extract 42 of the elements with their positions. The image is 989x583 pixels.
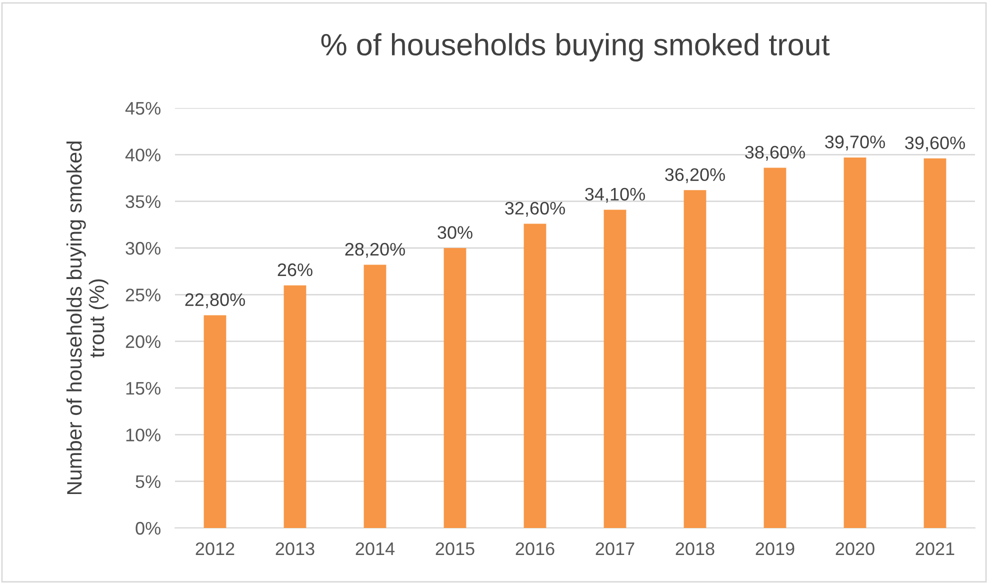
bar <box>924 158 946 528</box>
x-tick-label: 2016 <box>516 542 554 556</box>
bar <box>604 210 626 528</box>
bar <box>684 190 706 528</box>
x-tick-label: 2012 <box>196 542 234 556</box>
bar <box>204 315 226 528</box>
data-label: 26% <box>278 263 312 276</box>
data-label: 30% <box>438 226 472 239</box>
x-tick-label: 2017 <box>596 542 634 556</box>
data-label: 28,20% <box>345 242 405 258</box>
data-label: 36,20% <box>665 168 725 184</box>
y-tick-label: 45% <box>125 102 160 115</box>
bar <box>284 285 306 528</box>
y-tick-label: 15% <box>126 382 160 395</box>
y-tick-label: 5% <box>136 475 160 488</box>
x-tick-label: 2014 <box>356 542 395 556</box>
chart-title: % of households buying smoked trout <box>321 33 830 62</box>
y-tick-label: 35% <box>126 195 160 208</box>
y-tick-label: 30% <box>126 242 160 255</box>
y-axis-title: Number of households buying smoked trout (%) <box>66 142 108 494</box>
data-label: 39,70% <box>825 136 885 150</box>
data-label: 32,60% <box>505 202 565 217</box>
y-tick-label: 0% <box>136 522 160 535</box>
bar <box>764 168 786 528</box>
bar <box>844 157 866 528</box>
x-tick-label: 2015 <box>436 542 474 556</box>
y-tick-label: 40% <box>125 148 160 162</box>
x-tick-label: 2021 <box>916 542 954 556</box>
x-tick-label: 2018 <box>676 542 714 556</box>
x-tick-label: 2020 <box>836 542 874 556</box>
data-label: 34,10% <box>585 188 645 203</box>
data-label: 22,80% <box>185 293 245 308</box>
bar <box>524 224 546 528</box>
data-label: 38,60% <box>745 146 805 161</box>
y-tick-label: 25% <box>126 288 160 302</box>
y-tick-label: 20% <box>126 335 160 348</box>
x-tick-label: 2019 <box>756 542 794 556</box>
x-tick-label: 2013 <box>276 542 314 556</box>
data-label: 39,60% <box>905 136 965 152</box>
bar <box>364 264 386 528</box>
bar <box>444 248 466 528</box>
y-tick-label: 10% <box>126 428 160 442</box>
